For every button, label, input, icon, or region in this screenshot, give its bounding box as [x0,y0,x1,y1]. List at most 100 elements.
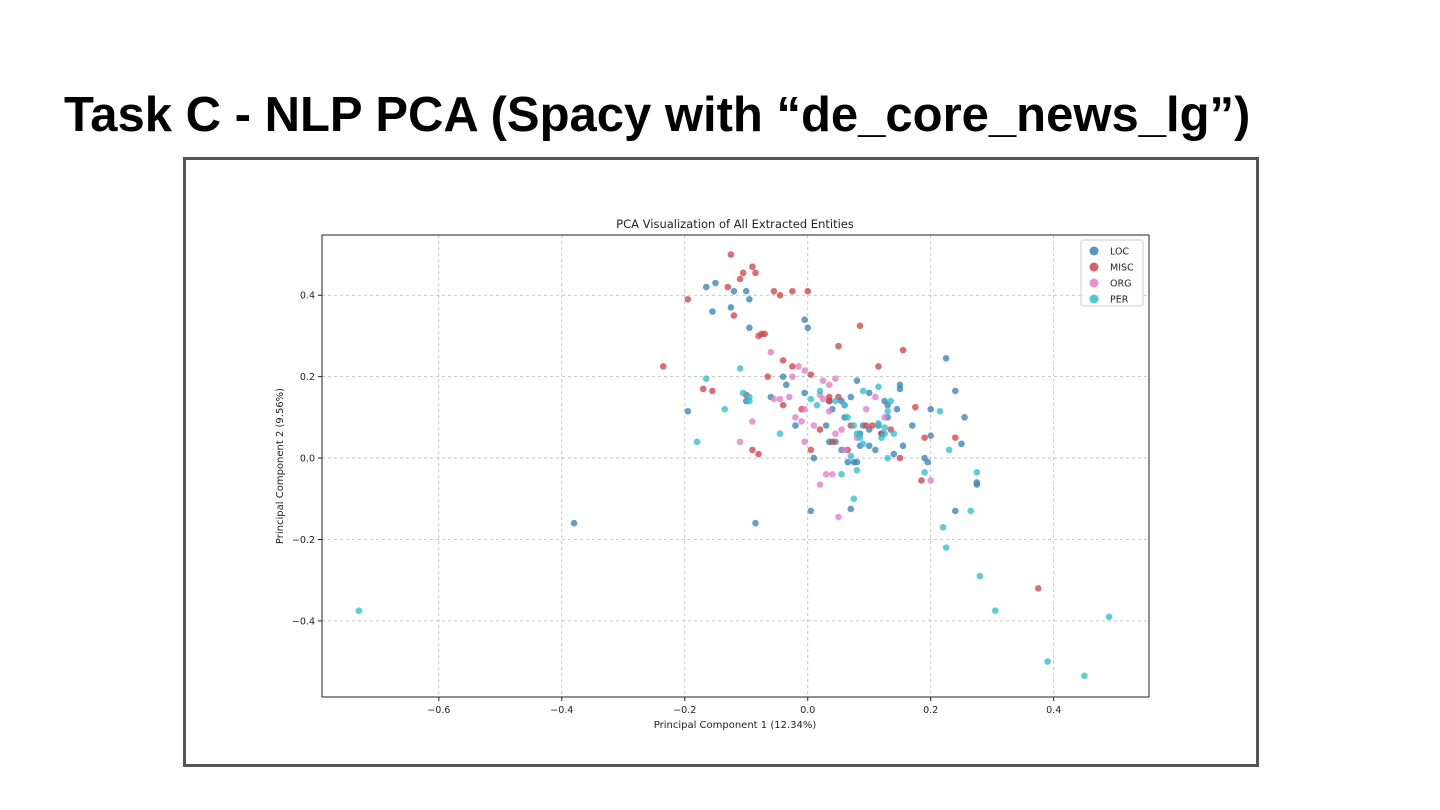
data-point-per [844,414,852,421]
data-point-org [825,381,833,389]
x-tick-label: 0.0 [800,705,815,716]
data-point-misc [816,426,824,433]
data-point-per [721,405,729,413]
data-point-per [850,422,858,429]
data-point-per [859,440,867,448]
data-point-per [881,430,888,437]
data-point-org [819,377,827,385]
chart-title: PCA Visualization of All Extracted Entit… [616,217,854,231]
data-point-misc [804,287,812,295]
data-point-misc [789,363,796,370]
data-point-loc [865,442,873,450]
y-tick-label: −0.4 [292,616,315,627]
data-point-per [945,446,953,454]
data-point-org [816,481,824,488]
data-point-loc [752,519,759,527]
data-point-per [884,454,891,462]
data-point-per [1081,672,1088,680]
data-point-misc [1035,585,1042,592]
data-point-loc [746,324,753,332]
data-point-loc [779,373,787,380]
data-point-loc [804,324,812,332]
y-tick-label: 0.2 [300,372,315,383]
data-point-misc [749,446,756,454]
data-point-loc [801,389,808,397]
y-axis-label: Principal Component 2 (9.56%) [275,388,286,544]
data-point-misc [739,269,747,277]
legend-marker-org [1089,278,1099,288]
data-point-per [832,397,839,405]
data-point-loc [822,422,830,429]
data-point-loc [893,405,901,413]
data-point-loc [865,389,873,397]
plot-frame [321,234,1150,698]
data-point-loc [927,432,935,439]
data-point-org [795,363,802,370]
legend-label-org: ORG [1110,279,1131,290]
data-point-misc [724,283,732,291]
data-point-per [813,401,821,409]
data-point-misc [912,403,919,411]
data-point-org [798,418,805,425]
legend-label-per: PER [1110,295,1129,306]
data-point-misc [709,387,716,395]
data-point-org [872,393,879,401]
legend-box [1080,239,1144,307]
legend-label-loc: LOC [1110,247,1129,258]
data-point-loc [684,407,692,415]
data-point-per [776,430,784,437]
data-point-per [746,397,753,405]
data-point-org [792,414,799,421]
data-point-per [355,607,363,615]
data-point-loc [853,458,861,466]
data-point-per [816,387,824,395]
data-point-misc [875,363,882,370]
pca-scatter-chart: −0.6 −0.4 −0.2 0.0 0.2 0.4 −0.4 −0.2 0.0 0.2 0.4 P… [275,217,1150,731]
data-point-misc [684,296,692,303]
plot-background [322,235,1149,697]
data-point-misc [755,450,762,458]
data-point-org [838,426,845,433]
grid-lines [322,235,1149,697]
data-point-org [881,414,888,421]
data-point-misc [779,357,787,364]
data-point-per [875,420,882,427]
data-point-org [801,438,808,446]
data-point-loc [853,377,861,385]
data-point-misc [952,434,959,442]
data-point-misc [921,434,928,442]
data-point-misc [829,438,836,446]
data-point-per [693,438,701,446]
data-point-org [832,430,839,437]
data-point-per [1105,613,1113,621]
y-tick-label: 0.4 [300,291,315,302]
data-point-org [832,375,839,382]
data-point-per [967,507,974,515]
data-point-misc [807,446,815,454]
data-point-per [807,395,815,403]
data-point-loc [908,422,916,429]
data-point-org [789,373,796,380]
data-point-org [767,348,775,356]
data-point-loc [702,283,710,291]
slide-title: Task C - NLP PCA (Spacy with “de_core_ne… [64,88,1251,142]
legend-label-misc: MISC [1110,263,1134,274]
data-point-misc [869,422,876,429]
data-point-misc [789,287,796,295]
data-point-loc [924,458,931,466]
data-point-misc [776,291,784,299]
data-point-org [801,367,808,374]
data-point-misc [807,371,815,378]
data-point-per [853,466,861,474]
data-point-loc [792,422,799,429]
x-axis-label: Principal Component 1 (12.34%) [654,720,817,731]
data-point-per [887,397,895,405]
data-point-org [749,418,756,425]
data-point-org [862,405,870,413]
data-point-per [856,434,864,442]
data-point-per [875,383,882,391]
data-point-org [822,471,830,478]
data-point-misc [730,312,738,319]
x-tick-label: −0.2 [673,705,696,716]
